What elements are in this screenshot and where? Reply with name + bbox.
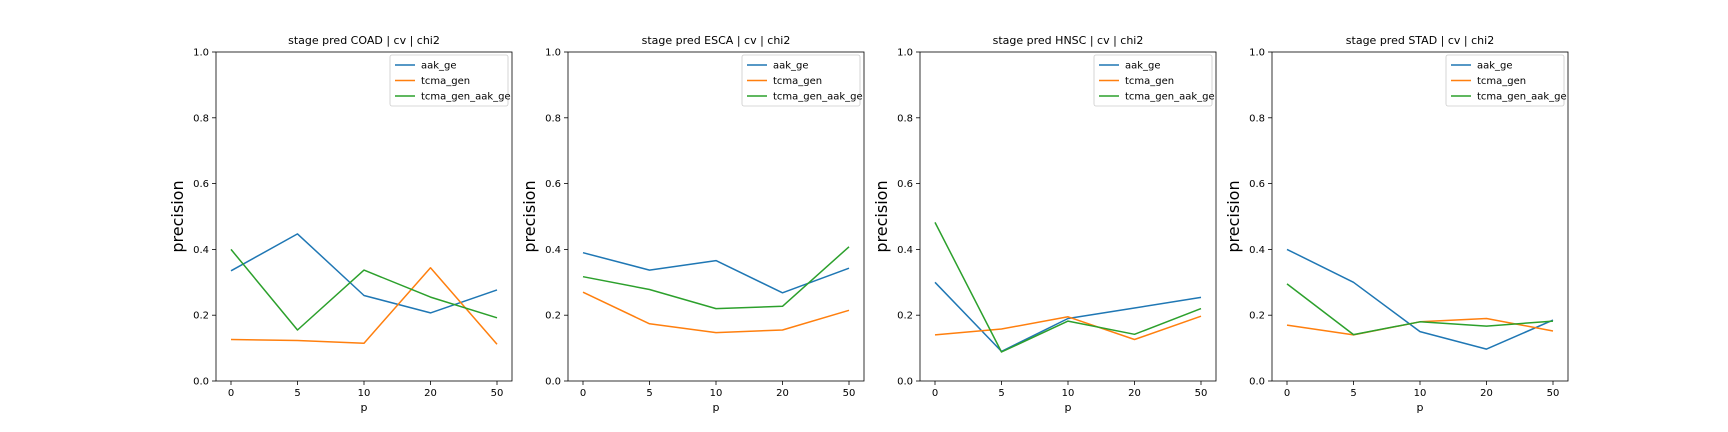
legend <box>1445 54 1565 107</box>
x-axis-label: p <box>361 401 368 414</box>
x-tick-label: 20 <box>424 388 437 399</box>
chart-title: stage pred ESCA | cv | chi2 <box>642 34 791 47</box>
y-tick-label: 0.6 <box>193 179 209 190</box>
y-tick-label: 1.0 <box>193 48 209 59</box>
chart-panel-2: stage pred HNSC | cv | chi2 0.0 0.2 0.4 0.6 0… <box>872 34 1217 414</box>
series-line-tcma_gen <box>582 291 850 334</box>
y-tick-label: 0.6 <box>897 179 913 190</box>
x-axis-label: p <box>1065 401 1072 414</box>
legend <box>741 54 861 107</box>
legend-label: tcma_gen_aak_ge <box>773 92 863 103</box>
chart-panel-0: stage pred COAD | cv | chi2 0.0 0.2 0.4 0.6 0… <box>168 34 513 414</box>
legend-label: tcma_gen <box>421 76 470 87</box>
y-tick-label: 1.0 <box>897 48 913 59</box>
x-tick-label: 0 <box>228 388 234 399</box>
x-tick-label: 10 <box>710 388 723 399</box>
series-line-tcma_gen_aak_ge <box>1286 283 1554 336</box>
y-tick-label: 0.6 <box>1249 179 1265 190</box>
y-tick-label: 0.0 <box>897 377 913 388</box>
y-tick-label: 1.0 <box>1249 48 1265 59</box>
y-tick-label: 0.2 <box>897 311 913 322</box>
series-line-tcma_gen <box>1286 317 1554 336</box>
y-axis-label: precision <box>520 180 539 252</box>
series-line-aak_ge <box>1286 248 1554 350</box>
legend-label: aak_ge <box>1477 61 1513 72</box>
y-axis-label: precision <box>1224 180 1243 252</box>
x-tick-label: 50 <box>843 388 856 399</box>
y-tick-label: 0.2 <box>193 311 209 322</box>
y-tick-label: 0.2 <box>545 311 561 322</box>
y-axis-label: precision <box>872 180 891 252</box>
y-tick-label: 1.0 <box>545 48 561 59</box>
x-tick-label: 10 <box>1414 388 1427 399</box>
legend-label: tcma_gen_aak_ge <box>421 92 511 103</box>
x-tick-label: 5 <box>1350 388 1356 399</box>
x-tick-label: 50 <box>1547 388 1560 399</box>
x-axis-label: p <box>1417 401 1424 414</box>
series-line-aak_ge <box>582 251 850 294</box>
y-tick-label: 0.2 <box>1249 311 1265 322</box>
y-tick-label: 0.0 <box>1249 377 1265 388</box>
x-tick-label: 0 <box>932 388 938 399</box>
legend-label: aak_ge <box>773 61 809 72</box>
y-tick-label: 0.4 <box>897 245 913 256</box>
legend-label: tcma_gen <box>1477 76 1526 87</box>
series-line-tcma_gen <box>230 267 498 345</box>
legend-label: aak_ge <box>1125 61 1161 72</box>
legend-label: aak_ge <box>421 61 457 72</box>
series-line-tcma_gen <box>934 315 1202 341</box>
y-tick-label: 0.8 <box>1249 113 1265 124</box>
chart-title: stage pred COAD | cv | chi2 <box>288 34 440 47</box>
x-tick-label: 5 <box>294 388 300 399</box>
y-tick-label: 0.0 <box>193 377 209 388</box>
series-line-tcma_gen_aak_ge <box>582 246 850 310</box>
x-tick-label: 10 <box>358 388 371 399</box>
x-tick-label: 20 <box>776 388 789 399</box>
series-line-tcma_gen_aak_ge <box>934 222 1202 353</box>
legend <box>389 54 509 107</box>
x-tick-label: 50 <box>491 388 504 399</box>
legend-label: tcma_gen_aak_ge <box>1477 92 1567 103</box>
y-tick-label: 0.8 <box>193 113 209 124</box>
y-axis-label: precision <box>168 180 187 252</box>
chart-panel-3: stage pred STAD | cv | chi2 0.0 0.2 0.4 0.6 0… <box>1224 34 1569 414</box>
legend-label: tcma_gen_aak_ge <box>1125 92 1215 103</box>
x-tick-label: 20 <box>1128 388 1141 399</box>
chart-title: stage pred HNSC | cv | chi2 <box>993 34 1144 47</box>
y-tick-label: 0.4 <box>545 245 561 256</box>
series-line-tcma_gen_aak_ge <box>230 248 498 331</box>
x-tick-label: 50 <box>1195 388 1208 399</box>
x-tick-label: 10 <box>1062 388 1075 399</box>
y-tick-label: 0.8 <box>897 113 913 124</box>
series-line-aak_ge <box>934 281 1202 353</box>
y-tick-label: 0.8 <box>545 113 561 124</box>
x-tick-label: 5 <box>998 388 1004 399</box>
x-tick-label: 0 <box>580 388 586 399</box>
y-tick-label: 0.4 <box>1249 245 1265 256</box>
legend-label: tcma_gen <box>1125 76 1174 87</box>
chart-title: stage pred STAD | cv | chi2 <box>1346 34 1494 47</box>
legend-label: tcma_gen <box>773 76 822 87</box>
x-tick-label: 0 <box>1284 388 1290 399</box>
x-tick-label: 5 <box>646 388 652 399</box>
chart-panel-1: stage pred ESCA | cv | chi2 0.0 0.2 0.4 0.6 0… <box>520 34 865 414</box>
x-axis-label: p <box>713 401 720 414</box>
x-tick-label: 20 <box>1480 388 1493 399</box>
legend <box>1093 54 1213 107</box>
series-line-aak_ge <box>230 233 498 314</box>
y-tick-label: 0.6 <box>545 179 561 190</box>
y-tick-label: 0.4 <box>193 245 209 256</box>
y-tick-label: 0.0 <box>545 377 561 388</box>
